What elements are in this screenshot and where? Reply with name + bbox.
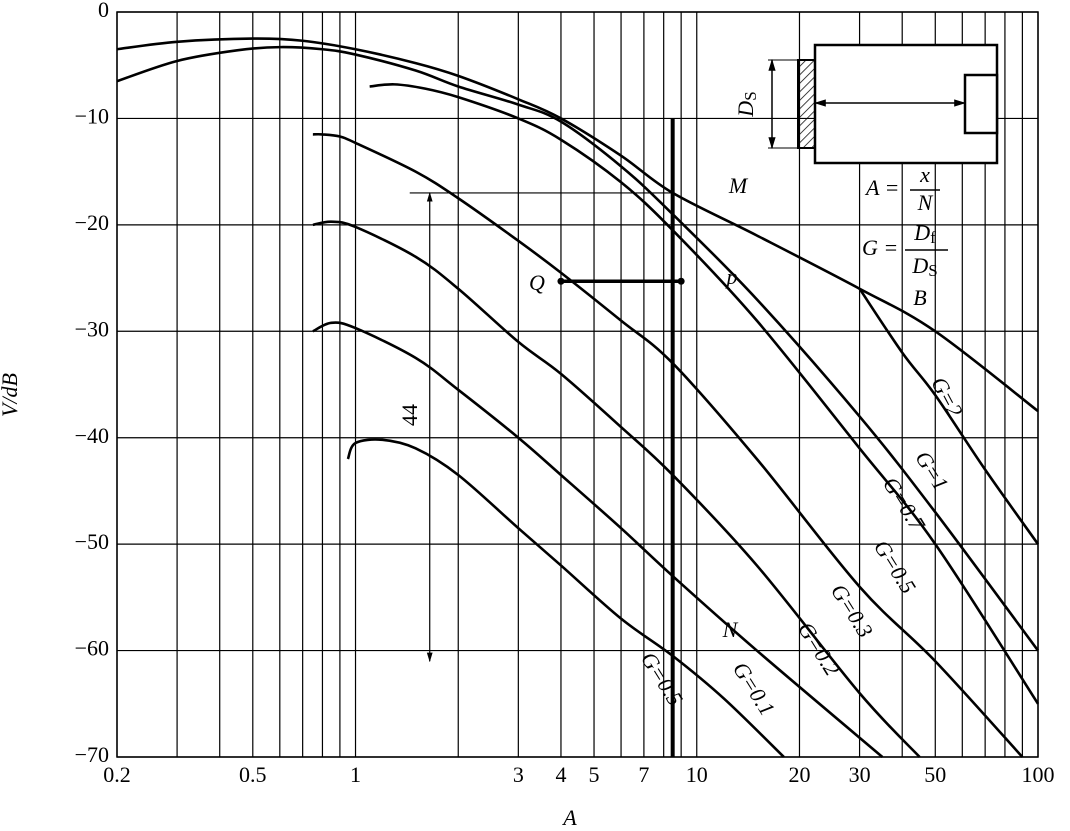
num-main: D: [913, 220, 930, 245]
annotation: Q: [529, 270, 545, 295]
y-tick-label: 0: [98, 0, 109, 22]
formula-g-num: Df: [913, 220, 936, 247]
curve-label: G=0.7: [878, 472, 931, 535]
curve: [346, 438, 785, 758]
curve: [116, 45, 1040, 652]
y-tick-label: −20: [75, 210, 109, 235]
x-tick-label: 7: [638, 762, 649, 787]
x-tick-label: 5: [589, 762, 600, 787]
transducer: [797, 59, 816, 149]
curve-label: B: [913, 285, 926, 310]
y-tick-label: −30: [75, 316, 109, 341]
formula-a-num: x: [919, 162, 930, 187]
x-tick-label: 0.2: [103, 762, 131, 787]
annotation: M: [728, 173, 749, 198]
inset-diagram: DS A = x N G = Df DS: [733, 43, 999, 280]
num-sub: f: [930, 228, 936, 247]
curve-label: G=0.2: [793, 617, 845, 680]
curve: [312, 321, 884, 758]
den-main: D: [911, 253, 928, 278]
curve-label: G=0.3: [826, 579, 878, 642]
formula-g-den: DS: [911, 253, 937, 280]
curve: [369, 83, 1040, 705]
den-sub: S: [928, 261, 937, 280]
y-axis-label: V/dB: [0, 373, 22, 417]
ds-sub: S: [741, 91, 760, 100]
x-axis-label: A: [561, 805, 577, 830]
formula-a-den: N: [917, 190, 934, 215]
x-tick-label: 10: [686, 762, 708, 787]
curve-label: G=0.5: [869, 535, 921, 598]
ds-label: DS: [733, 91, 760, 117]
curve: [858, 287, 1040, 545]
ds-main: D: [733, 101, 758, 118]
annotation: p: [725, 264, 738, 289]
qp-point: [557, 277, 565, 285]
curve: [312, 220, 921, 758]
annotation: 44: [397, 404, 422, 426]
y-tick-label: −40: [75, 423, 109, 448]
x-tick-label: 30: [849, 762, 871, 787]
annotation: N: [722, 617, 739, 642]
x-tick-label: 50: [924, 762, 946, 787]
x-tick-label: 100: [1022, 762, 1055, 787]
y-tick-label: −70: [75, 742, 109, 767]
formula-g-lhs: G =: [862, 235, 898, 260]
y-tick-label: −60: [75, 636, 109, 661]
x-tick-label: 3: [513, 762, 524, 787]
x-tick-label: 0.5: [239, 762, 267, 787]
qp-point: [677, 277, 685, 285]
x-tick-label: 1: [350, 762, 361, 787]
formula-a-lhs: A =: [864, 175, 899, 200]
y-tick-label: −10: [75, 103, 109, 128]
x-tick-label: 4: [555, 762, 566, 787]
y-tick-label: −50: [75, 529, 109, 554]
x-tick-label: 20: [788, 762, 810, 787]
reflector: [963, 73, 999, 135]
